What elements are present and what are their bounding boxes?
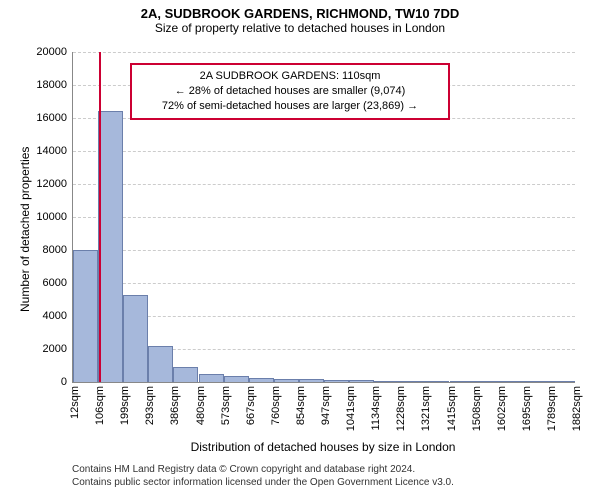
chart-subtitle: Size of property relative to detached ho…: [0, 21, 600, 37]
annotation-box: 2A SUDBROOK GARDENS: 110sqm ← 28% of det…: [130, 63, 450, 120]
xtick-label: 386sqm: [169, 386, 181, 425]
ytick-label: 16000: [36, 112, 73, 124]
histogram-bar: [73, 250, 98, 382]
histogram-bar: [450, 381, 475, 382]
histogram-bar: [349, 380, 374, 382]
histogram-bar: [399, 381, 424, 382]
gridline: [73, 316, 575, 317]
xtick-label: 480sqm: [195, 386, 207, 425]
footer-line-2: Contains public sector information licen…: [72, 477, 454, 490]
ytick-label: 12000: [36, 178, 73, 190]
annotation-line-2: ← 28% of detached houses are smaller (9,…: [140, 84, 440, 99]
histogram-bar: [550, 381, 575, 382]
histogram-bar: [98, 111, 123, 382]
xtick-label: 667sqm: [245, 386, 257, 425]
footer-line-1: Contains HM Land Registry data © Crown c…: [72, 464, 454, 477]
xtick-label: 1882sqm: [571, 386, 583, 431]
ytick-label: 2000: [43, 343, 73, 355]
xtick-label: 1789sqm: [546, 386, 558, 431]
xtick-label: 1602sqm: [496, 386, 508, 431]
histogram-bar: [148, 346, 173, 382]
xtick-label: 947sqm: [320, 386, 332, 425]
histogram-bar: [475, 381, 500, 382]
xtick-label: 1228sqm: [395, 386, 407, 431]
xtick-label: 106sqm: [94, 386, 106, 425]
ytick-label: 10000: [36, 211, 73, 223]
ytick-label: 8000: [43, 244, 73, 256]
xtick-label: 1041sqm: [345, 386, 357, 431]
histogram-bar: [424, 381, 449, 382]
histogram-bar: [500, 381, 525, 382]
xtick-label: 573sqm: [220, 386, 232, 425]
xtick-label: 1508sqm: [471, 386, 483, 431]
gridline: [73, 52, 575, 53]
xtick-label: 760sqm: [270, 386, 282, 425]
ytick-label: 18000: [36, 79, 73, 91]
annotation-line-1: 2A SUDBROOK GARDENS: 110sqm: [140, 69, 440, 84]
xtick-label: 1695sqm: [521, 386, 533, 431]
histogram-bar: [525, 381, 550, 382]
gridline: [73, 250, 575, 251]
ytick-label: 4000: [43, 310, 73, 322]
xtick-label: 12sqm: [69, 386, 81, 419]
ytick-label: 6000: [43, 277, 73, 289]
gridline: [73, 184, 575, 185]
y-axis-label: Number of detached properties: [18, 147, 32, 312]
chart-container: 2A, SUDBROOK GARDENS, RICHMOND, TW10 7DD…: [0, 0, 600, 500]
histogram-bar: [123, 295, 148, 382]
histogram-bar: [249, 378, 274, 382]
x-axis-label: Distribution of detached houses by size …: [72, 440, 574, 454]
footer-attribution: Contains HM Land Registry data © Crown c…: [72, 464, 454, 489]
gridline: [73, 283, 575, 284]
histogram-bar: [224, 376, 249, 382]
xtick-label: 199sqm: [119, 386, 131, 425]
histogram-bar: [374, 381, 399, 382]
property-marker-line: [99, 52, 101, 382]
histogram-bar: [324, 380, 349, 382]
chart-title: 2A, SUDBROOK GARDENS, RICHMOND, TW10 7DD: [0, 0, 600, 21]
xtick-label: 854sqm: [295, 386, 307, 425]
gridline: [73, 151, 575, 152]
xtick-label: 1134sqm: [370, 386, 382, 430]
xtick-label: 1415sqm: [446, 386, 458, 431]
xtick-label: 293sqm: [144, 386, 156, 425]
histogram-bar: [299, 379, 324, 382]
annotation-line-3: 72% of semi-detached houses are larger (…: [140, 99, 440, 114]
gridline: [73, 217, 575, 218]
xtick-label: 1321sqm: [420, 386, 432, 431]
ytick-label: 20000: [36, 46, 73, 58]
histogram-bar: [199, 374, 224, 382]
histogram-bar: [173, 367, 198, 382]
histogram-bar: [274, 379, 299, 382]
ytick-label: 14000: [36, 145, 73, 157]
